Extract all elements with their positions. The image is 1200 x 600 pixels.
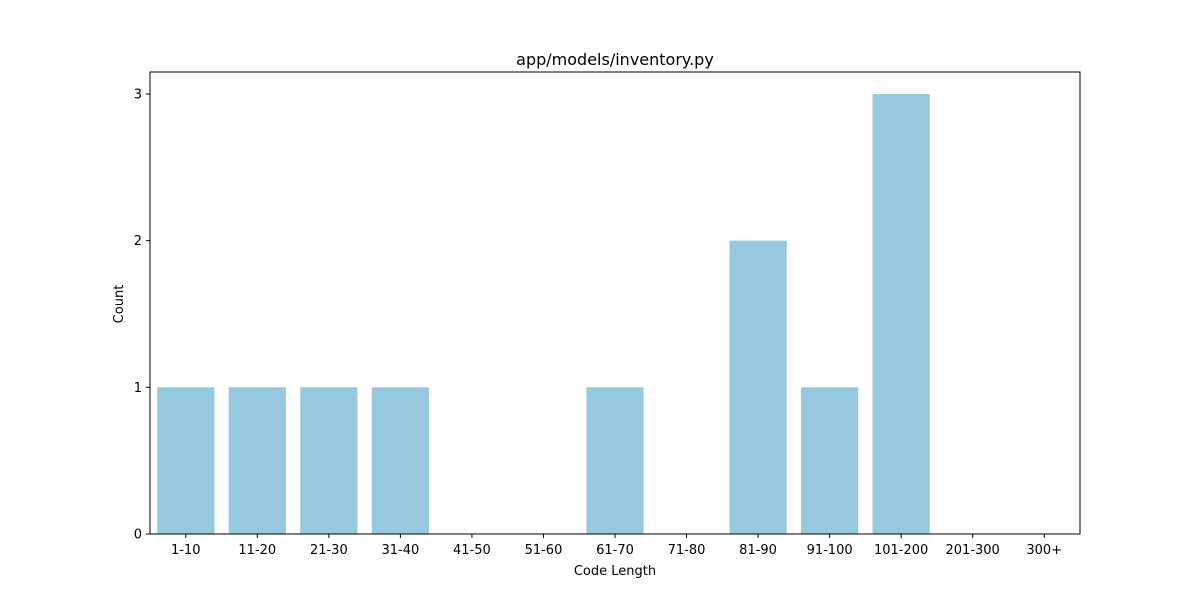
x-tick-label: 91-100 <box>807 543 853 558</box>
x-ticks-layer: 1-10 11-20 21-30 31-40 41-50 51-60 61-70 71-80 8… <box>171 534 1062 558</box>
x-tick-label: 71-80 <box>668 543 706 558</box>
bar-61-70 <box>586 387 644 534</box>
x-tick-label: 300+ <box>1026 543 1062 558</box>
x-tick-label: 21-30 <box>310 543 348 558</box>
bar-1-10 <box>157 387 215 534</box>
x-tick-label: 11-20 <box>238 543 276 558</box>
x-tick-label: 1-10 <box>171 543 201 558</box>
bar-81-90 <box>729 240 787 535</box>
x-tick-label: 31-40 <box>381 543 419 558</box>
y-ticks-layer: 0 1 2 3 <box>134 88 150 543</box>
x-tick-label: 201-300 <box>946 543 1000 558</box>
y-tick-label: 1 <box>134 381 142 396</box>
bar-101-200 <box>872 94 930 534</box>
x-tick-label: 51-60 <box>525 543 563 558</box>
x-tick-label: 61-70 <box>596 543 634 558</box>
bars-layer <box>157 94 930 535</box>
bar-21-30 <box>300 387 358 534</box>
y-tick-label: 0 <box>134 528 142 543</box>
bar-31-40 <box>371 387 429 534</box>
bar-91-100 <box>801 387 859 534</box>
x-tick-label: 101-200 <box>874 543 928 558</box>
bar-11-20 <box>228 387 286 534</box>
y-axis-label: Count <box>112 285 127 324</box>
x-tick-label: 41-50 <box>453 543 491 558</box>
y-tick-label: 2 <box>134 234 142 249</box>
x-tick-label: 81-90 <box>739 543 777 558</box>
chart-title: app/models/inventory.py <box>516 50 714 69</box>
y-tick-label: 3 <box>134 88 142 103</box>
x-axis-label: Code Length <box>574 564 656 579</box>
